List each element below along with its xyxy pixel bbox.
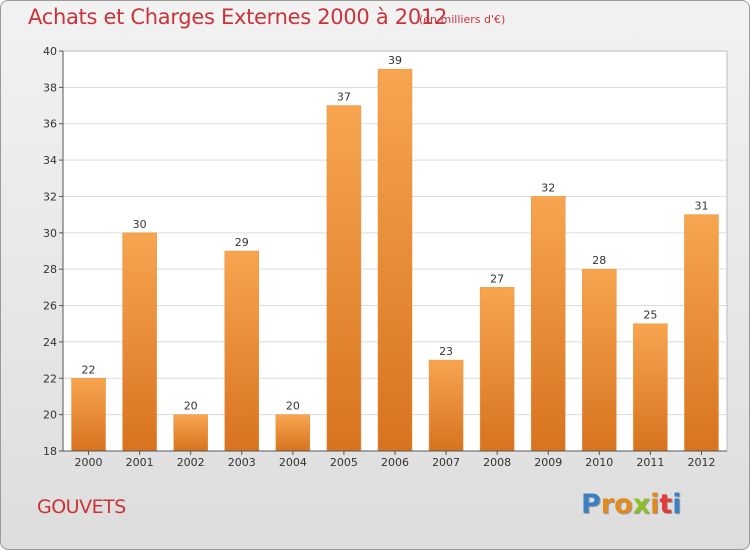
y-tick-label: 36 bbox=[43, 118, 57, 131]
bar bbox=[326, 105, 362, 452]
data-label: 27 bbox=[490, 272, 504, 285]
commune-name: GOUVETS bbox=[37, 496, 126, 518]
x-tick-label: 2005 bbox=[330, 456, 358, 469]
x-tick-label: 2000 bbox=[75, 456, 103, 469]
y-tick-label: 20 bbox=[43, 409, 57, 422]
bar bbox=[530, 196, 566, 452]
y-tick-label: 38 bbox=[43, 81, 57, 94]
x-tick-label: 2011 bbox=[636, 456, 664, 469]
x-tick-label: 2006 bbox=[381, 456, 409, 469]
bar bbox=[224, 250, 260, 452]
bar bbox=[71, 378, 106, 452]
data-label: 37 bbox=[337, 91, 351, 104]
data-label: 25 bbox=[643, 309, 657, 322]
x-tick-label: 2010 bbox=[585, 456, 613, 469]
y-tick-label: 32 bbox=[43, 190, 57, 203]
bar bbox=[479, 287, 515, 452]
logo-letter: r bbox=[600, 489, 615, 520]
bar bbox=[173, 414, 208, 452]
y-tick-label: 26 bbox=[43, 300, 57, 313]
data-label: 28 bbox=[592, 254, 606, 267]
x-tick-label: 2001 bbox=[126, 456, 154, 469]
bar bbox=[428, 359, 464, 452]
y-tick-label: 30 bbox=[43, 227, 57, 240]
data-label: 39 bbox=[388, 54, 402, 67]
x-tick-label: 2007 bbox=[432, 456, 460, 469]
chart-subtitle: (en milliers d'€) bbox=[419, 13, 506, 26]
data-label: 31 bbox=[694, 200, 708, 213]
data-label: 30 bbox=[133, 218, 147, 231]
y-tick-label: 34 bbox=[43, 154, 57, 167]
x-tick-label: 2009 bbox=[534, 456, 562, 469]
data-label: 23 bbox=[439, 345, 453, 358]
x-tick-label: 2002 bbox=[177, 456, 205, 469]
bar bbox=[582, 268, 617, 452]
data-label: 29 bbox=[235, 236, 249, 249]
bar bbox=[122, 232, 157, 452]
x-tick-label: 2008 bbox=[483, 456, 511, 469]
data-label: 20 bbox=[286, 400, 300, 413]
logo-letter: i bbox=[650, 489, 660, 520]
y-tick-label: 22 bbox=[43, 372, 57, 385]
data-label: 22 bbox=[82, 363, 96, 376]
logo-letter: x bbox=[632, 489, 651, 520]
logo-letter: o bbox=[614, 489, 633, 520]
chart-title: Achats et Charges Externes 2000 à 2012 bbox=[28, 5, 448, 29]
bar bbox=[633, 323, 668, 452]
y-tick-label: 18 bbox=[43, 445, 57, 458]
logo-letter: i bbox=[672, 489, 682, 520]
x-tick-label: 2004 bbox=[279, 456, 307, 469]
bar bbox=[377, 68, 413, 452]
logo-letter: P bbox=[581, 489, 601, 520]
proxiti-logo: Proxiti bbox=[581, 489, 682, 520]
y-tick-label: 40 bbox=[43, 45, 57, 58]
x-tick-label: 2003 bbox=[228, 456, 256, 469]
bar bbox=[684, 214, 719, 452]
data-label: 20 bbox=[184, 400, 198, 413]
bar bbox=[275, 414, 311, 452]
data-label: 32 bbox=[541, 181, 555, 194]
y-tick-label: 28 bbox=[43, 263, 57, 276]
y-tick-label: 24 bbox=[43, 336, 57, 349]
x-tick-label: 2012 bbox=[687, 456, 715, 469]
logo-letter: t bbox=[659, 489, 673, 520]
